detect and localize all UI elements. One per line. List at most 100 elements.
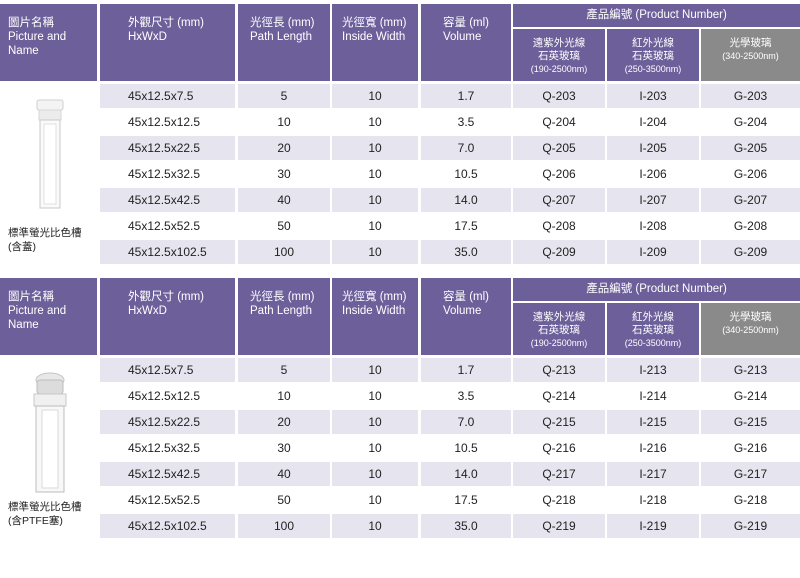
cell-volume: 17.5	[454, 219, 478, 233]
header-picture-zh: 圖片名稱	[8, 17, 54, 29]
optical-glass-line1: 光學玻璃	[729, 37, 772, 49]
cell-i: I-218	[639, 493, 667, 507]
header-width-en: Inside Width	[342, 305, 406, 317]
image-column: 標準螢光比色槽 (含PTFE塞)	[0, 358, 98, 537]
header-width-zh: 光徑寬 (mm)	[342, 17, 407, 29]
header-volume: 容量 (ml) Volume	[421, 4, 511, 81]
uv-quartz-line2: 石英玻璃	[538, 324, 580, 336]
caption-2-line2: (含PTFE塞)	[8, 515, 63, 527]
caption-1: 標準螢光比色槽 (含蓋)	[8, 226, 82, 254]
cell-size: 45x12.5x102.5	[100, 240, 235, 264]
header-path-en: Path Length	[250, 305, 313, 317]
table-row: 45x12.5x102.5 100 10 35.0 Q-219 I-219 G-219	[100, 514, 800, 538]
header-product-number: 產品編號 (Product Number)	[513, 4, 800, 27]
cell-size: 45x12.5x12.5	[128, 115, 201, 129]
cell-g: G-203	[701, 84, 800, 108]
header-path-zh: 光徑長 (mm)	[250, 291, 315, 303]
cell-i: I-219	[607, 514, 699, 538]
cell-g: G-206	[733, 167, 768, 181]
header-picture: 圖片名稱 Picture and Name	[0, 4, 97, 81]
table-row: 45x12.5x12.5 10 10 3.5 Q-214 I-214 G-214	[100, 384, 800, 408]
cell-i: I-207	[607, 188, 699, 212]
cell-width: 10	[332, 84, 418, 108]
cell-width: 10	[368, 167, 382, 181]
cell-path: 40	[238, 188, 330, 212]
cell-g: G-205	[701, 136, 800, 160]
optical-glass-line1: 光學玻璃	[729, 311, 772, 323]
cell-q: Q-205	[513, 136, 605, 160]
cell-size: 45x12.5x52.5	[128, 219, 201, 233]
uv-quartz-line1: 遠紫外光線	[532, 311, 586, 323]
cell-i: I-208	[639, 219, 667, 233]
table-row: 45x12.5x7.5 5 10 1.7 Q-213 I-213 G-213	[100, 358, 800, 382]
table-row: 45x12.5x42.5 40 10 14.0 Q-217 I-217 G-217	[100, 462, 800, 486]
cell-i: I-214	[639, 389, 667, 403]
cell-volume: 7.0	[421, 410, 511, 434]
header-volume-en: Volume	[443, 31, 482, 43]
cell-g: G-214	[733, 389, 768, 403]
cell-size: 45x12.5x42.5	[100, 188, 235, 212]
cell-i: I-215	[607, 410, 699, 434]
cell-size: 45x12.5x12.5	[128, 389, 201, 403]
cell-g: G-204	[733, 115, 768, 129]
table-row: 45x12.5x42.5 40 10 14.0 Q-207 I-207 G-207	[100, 188, 800, 212]
header-path: 光徑長 (mm) Path Length	[238, 4, 330, 81]
cell-g: G-215	[701, 410, 800, 434]
ir-quartz-line1: 紅外光線	[632, 311, 674, 323]
table-row: 45x12.5x32.5 30 10 10.5 Q-206 I-206 G-206	[100, 162, 800, 186]
header-uv-quartz: 遠紫外光線 石英玻璃 (190-2500nm)	[513, 29, 605, 81]
cell-size: 45x12.5x22.5	[100, 136, 235, 160]
table-row: 45x12.5x32.5 30 10 10.5 Q-216 I-216 G-216	[100, 436, 800, 460]
cell-volume: 17.5	[454, 493, 478, 507]
header-width: 光徑寬 (mm) Inside Width	[332, 4, 418, 81]
header-optical-glass: 光學玻璃 (340-2500nm)	[701, 29, 800, 81]
table-row: 45x12.5x102.5 100 10 35.0 Q-209 I-209 G-209	[100, 240, 800, 264]
cell-q: Q-209	[513, 240, 605, 264]
header-size: 外觀尺寸 (mm) HxWxD	[100, 4, 235, 81]
cell-volume: 3.5	[457, 389, 475, 403]
table-row: 45x12.5x52.5 50 10 17.5 Q-218 I-218 G-218	[100, 488, 800, 512]
header-size-en: HxWxD	[128, 305, 167, 317]
header-size-zh: 外觀尺寸 (mm)	[128, 17, 205, 29]
cell-path: 20	[238, 136, 330, 160]
header-width-zh: 光徑寬 (mm)	[342, 291, 407, 303]
cell-width: 10	[332, 240, 418, 264]
cell-volume: 10.5	[454, 167, 478, 181]
cell-size: 45x12.5x52.5	[128, 493, 201, 507]
cell-volume: 1.7	[421, 84, 511, 108]
caption-1-line1: 標準螢光比色槽	[8, 227, 82, 239]
header-picture: 圖片名稱 Picture and Name	[0, 278, 97, 355]
cell-g: G-208	[733, 219, 768, 233]
cell-g: G-207	[701, 188, 800, 212]
uv-quartz-range: (190-2500nm)	[530, 64, 588, 74]
cell-path: 50	[277, 493, 291, 507]
cell-path: 5	[238, 84, 330, 108]
header-picture-en2: Name	[8, 45, 39, 57]
cell-volume: 35.0	[421, 240, 511, 264]
cell-size: 45x12.5x42.5	[100, 462, 235, 486]
table-row: 45x12.5x7.5 5 10 1.7 Q-203 I-203 G-203	[100, 84, 800, 108]
ir-quartz-line2: 石英玻璃	[632, 324, 674, 336]
header-size: 外觀尺寸 (mm) HxWxD	[100, 278, 235, 355]
cell-i: I-205	[607, 136, 699, 160]
caption-1-line2: (含蓋)	[8, 241, 36, 253]
header-product-number: 產品編號 (Product Number)	[513, 278, 800, 301]
header-path-en: Path Length	[250, 31, 313, 43]
header-width-en: Inside Width	[342, 31, 406, 43]
cell-g: G-209	[701, 240, 800, 264]
cell-path: 100	[238, 240, 330, 264]
cell-path: 40	[238, 462, 330, 486]
header-uv-quartz: 遠紫外光線 石英玻璃 (190-2500nm)	[513, 303, 605, 355]
cell-i: I-203	[607, 84, 699, 108]
caption-2-line1: 標準螢光比色槽	[8, 501, 82, 513]
cell-path: 30	[277, 441, 291, 455]
cell-g: G-218	[733, 493, 768, 507]
header-volume-en: Volume	[443, 305, 482, 317]
cell-g: G-217	[701, 462, 800, 486]
cell-g: G-219	[701, 514, 800, 538]
cell-width: 10	[332, 462, 418, 486]
cell-i: I-209	[607, 240, 699, 264]
cell-path: 10	[277, 389, 291, 403]
cell-q: Q-219	[513, 514, 605, 538]
table-row: 45x12.5x52.5 50 10 17.5 Q-208 I-208 G-208	[100, 214, 800, 238]
